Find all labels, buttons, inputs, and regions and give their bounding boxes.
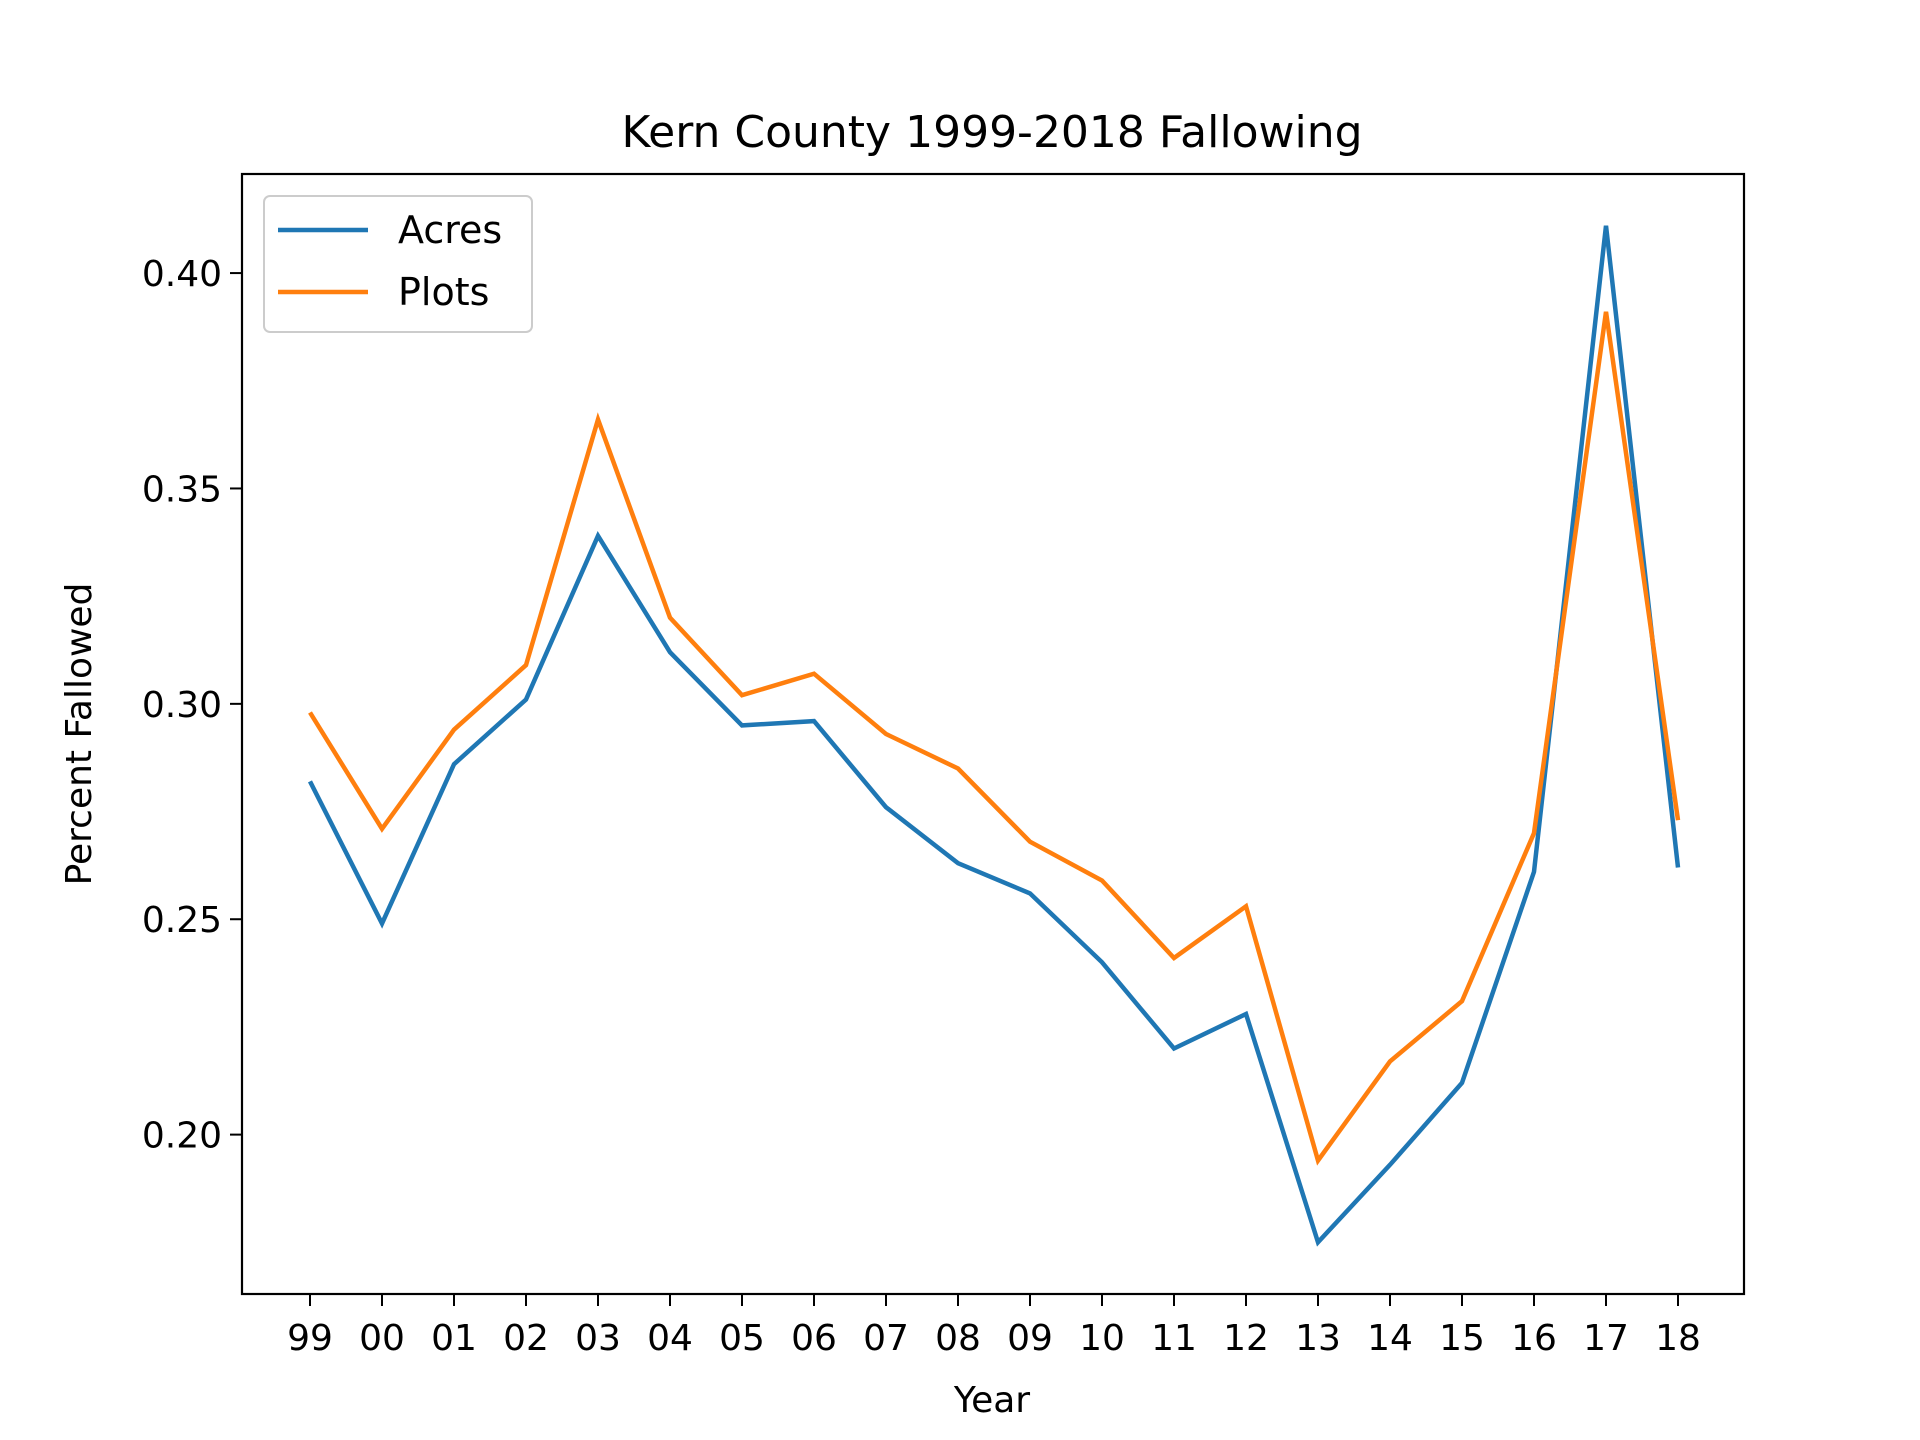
- chart-title: Kern County 1999-2018 Fallowing: [621, 107, 1362, 158]
- legend: Acres Plots: [263, 195, 533, 333]
- x-tick-label: 06: [791, 1318, 837, 1359]
- y-tick-label: 0.40: [142, 254, 222, 295]
- series-line-plots: [308, 311, 1681, 1166]
- x-tick-label: 11: [1151, 1318, 1197, 1359]
- x-tick-label: 00: [359, 1318, 405, 1359]
- x-tick-label: 03: [575, 1318, 621, 1359]
- x-tick-label: 12: [1223, 1318, 1269, 1359]
- x-tick-label: 99: [287, 1318, 333, 1359]
- y-tick-label: 0.35: [142, 469, 222, 510]
- y-tick-label: 0.20: [142, 1116, 222, 1157]
- x-axis: 99 00 01 02 03 04 05 06 07 08 09 10 11 12 13 14 15 16 17 18: [287, 1294, 1701, 1359]
- plot-frame: [240, 172, 1746, 1296]
- x-tick-label: 01: [431, 1318, 477, 1359]
- x-tick-label: 08: [935, 1318, 981, 1359]
- x-tick-label: 07: [863, 1318, 909, 1359]
- legend-label-plots: Plots: [398, 270, 489, 314]
- plot-lines: [307, 225, 1681, 1247]
- series-line-acres: [307, 225, 1681, 1247]
- x-tick-label: 15: [1439, 1318, 1485, 1359]
- x-tick-label: 02: [503, 1318, 549, 1359]
- y-axis-label: Percent Fallowed: [59, 583, 100, 886]
- x-axis-label: Year: [953, 1380, 1030, 1421]
- y-axis: 0.20 0.25 0.30 0.35 0.40: [142, 254, 242, 1157]
- x-tick-label: 16: [1511, 1318, 1557, 1359]
- x-tick-label: 17: [1583, 1318, 1629, 1359]
- x-tick-label: 09: [1007, 1318, 1053, 1359]
- x-tick-label: 13: [1295, 1318, 1341, 1359]
- x-tick-label: 05: [719, 1318, 765, 1359]
- y-tick-label: 0.25: [142, 900, 222, 941]
- legend-label-acres: Acres: [398, 208, 502, 252]
- x-tick-label: 18: [1655, 1318, 1701, 1359]
- x-tick-label: 14: [1367, 1318, 1413, 1359]
- x-tick-label: 04: [647, 1318, 693, 1359]
- y-tick-label: 0.30: [142, 685, 222, 726]
- x-tick-label: 10: [1079, 1318, 1125, 1359]
